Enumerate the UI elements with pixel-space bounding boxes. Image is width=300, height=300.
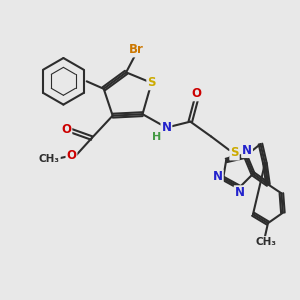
Text: CH₃: CH₃ bbox=[256, 237, 277, 247]
Text: Br: Br bbox=[129, 44, 144, 56]
Text: N: N bbox=[213, 170, 223, 183]
Text: S: S bbox=[147, 76, 156, 89]
Text: H: H bbox=[152, 132, 161, 142]
Text: O: O bbox=[191, 87, 201, 101]
Text: O: O bbox=[61, 123, 71, 136]
Text: N: N bbox=[235, 186, 244, 199]
Text: N: N bbox=[161, 121, 171, 134]
Text: N: N bbox=[242, 144, 252, 157]
Text: O: O bbox=[67, 149, 76, 163]
Text: CH₃: CH₃ bbox=[39, 154, 60, 164]
Text: S: S bbox=[230, 146, 239, 160]
